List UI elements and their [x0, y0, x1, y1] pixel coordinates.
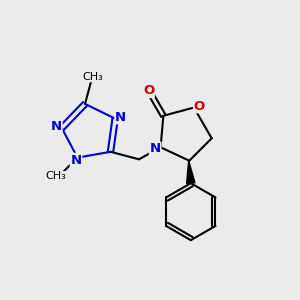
Text: O: O: [194, 100, 205, 112]
Text: CH₃: CH₃: [82, 72, 103, 82]
Text: N: N: [70, 154, 82, 166]
Text: O: O: [143, 84, 154, 98]
Polygon shape: [187, 161, 195, 184]
Text: N: N: [115, 111, 126, 124]
Text: N: N: [150, 142, 161, 155]
Text: N: N: [51, 120, 62, 133]
Text: CH₃: CH₃: [45, 172, 66, 182]
